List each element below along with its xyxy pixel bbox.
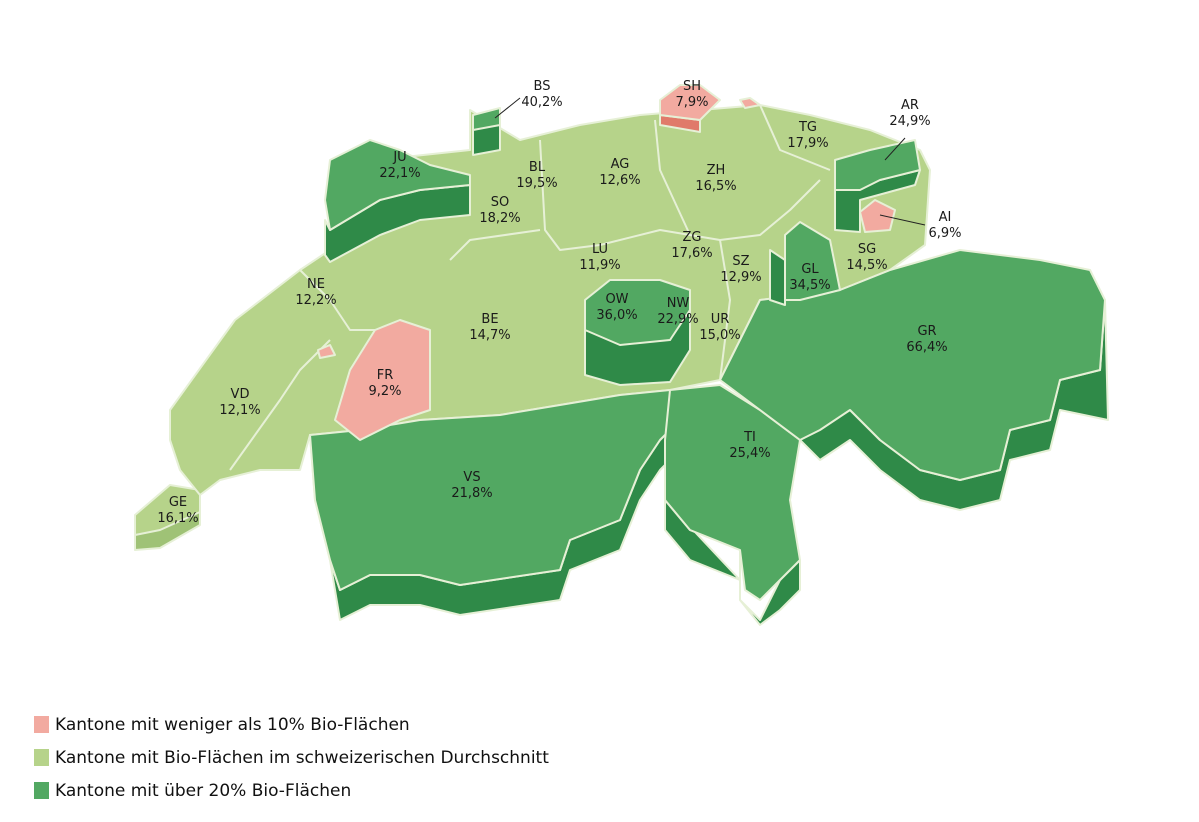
canton-vs xyxy=(309,389,691,621)
canton-ow-nw xyxy=(584,279,691,386)
label-ju: JU 22,1% xyxy=(379,150,421,181)
label-ar: AR 24,9% xyxy=(889,98,931,129)
label-ag: AG 12,6% xyxy=(599,157,641,188)
leader-line-bs xyxy=(494,97,521,119)
canton-area-geneva xyxy=(134,484,201,536)
label-vs: VS 21,8% xyxy=(451,470,493,501)
legend-item-high: Kantone mit über 20% Bio-Flächen xyxy=(34,774,549,807)
label-so: SO 18,2% xyxy=(479,195,521,226)
label-ow: OW 36,0% xyxy=(596,292,638,323)
label-ne: NE 12,2% xyxy=(295,277,337,308)
label-tg: TG 17,9% xyxy=(787,120,829,151)
label-ur: UR 15,0% xyxy=(699,312,741,343)
label-sg: SG 14,5% xyxy=(846,242,888,273)
canton-sh xyxy=(659,84,761,133)
legend-item-average: Kantone mit Bio-Flächen im schweizerisch… xyxy=(34,741,549,774)
label-zg: ZG 17,6% xyxy=(671,230,713,261)
label-ti: TI 25,4% xyxy=(729,430,771,461)
label-gl: GL 34,5% xyxy=(789,262,831,293)
label-ge: GE 16,1% xyxy=(157,495,199,526)
legend-swatch-high xyxy=(34,782,49,799)
legend-label: Kantone mit über 20% Bio-Flächen xyxy=(55,780,352,801)
legend: Kantone mit weniger als 10% Bio-Flächen … xyxy=(34,708,549,807)
canton-ar xyxy=(834,139,921,233)
label-lu: LU 11,9% xyxy=(579,242,621,273)
canton-fr xyxy=(334,319,431,441)
label-fr: FR 9,2% xyxy=(368,368,402,399)
legend-swatch-average xyxy=(34,749,49,766)
canton-ju xyxy=(324,139,471,263)
legend-swatch-low xyxy=(34,716,49,733)
legend-item-low: Kantone mit weniger als 10% Bio-Flächen xyxy=(34,708,549,741)
leader-line-ai xyxy=(879,214,926,226)
label-bl: BL 19,5% xyxy=(516,160,558,191)
canton-fr-enclave xyxy=(317,344,336,359)
canton-bs xyxy=(472,107,501,156)
label-sz: SZ 12,9% xyxy=(720,254,762,285)
label-gr: GR 66,4% xyxy=(906,324,948,355)
label-be: BE 14,7% xyxy=(469,312,511,343)
label-nw: NW 22,9% xyxy=(657,296,699,327)
label-bs: BS 40,2% xyxy=(521,79,563,110)
label-ai: AI 6,9% xyxy=(928,210,962,241)
canton-gr xyxy=(719,249,1109,511)
canton-ai xyxy=(859,199,896,233)
legend-label: Kantone mit Bio-Flächen im schweizerisch… xyxy=(55,747,549,768)
leader-line-ar xyxy=(884,137,906,161)
label-vd: VD 12,1% xyxy=(219,387,261,418)
label-zh: ZH 16,5% xyxy=(695,163,737,194)
canton-gl xyxy=(769,221,841,306)
label-sh: SH 7,9% xyxy=(675,79,709,110)
legend-label: Kantone mit weniger als 10% Bio-Flächen xyxy=(55,714,410,735)
